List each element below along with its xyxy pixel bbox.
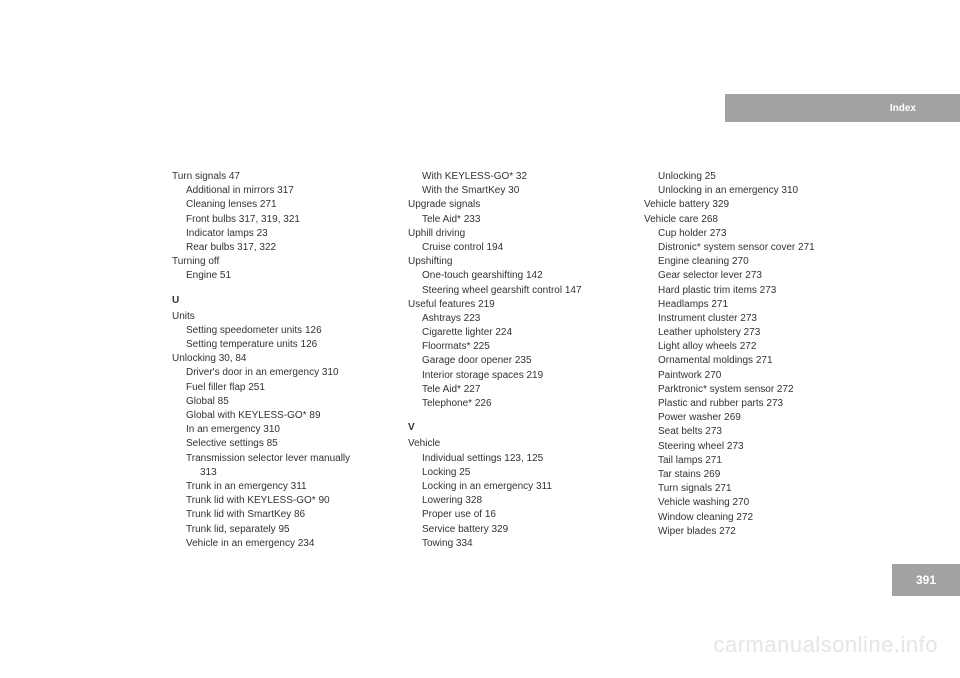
index-entry: Window cleaning 272	[644, 511, 844, 525]
index-entry: Vehicle washing 270	[644, 496, 844, 510]
index-entry: 313	[172, 466, 372, 480]
index-columns: Turn signals 47Additional in mirrors 317…	[172, 170, 844, 551]
index-entry: Telephone* 226	[408, 397, 608, 411]
index-entry: Cleaning lenses 271	[172, 198, 372, 212]
index-entry: Gear selector lever 273	[644, 269, 844, 283]
index-entry: Trunk in an emergency 311	[172, 480, 372, 494]
index-entry: Individual settings 123, 125	[408, 452, 608, 466]
index-entry: Cruise control 194	[408, 241, 608, 255]
index-entry: Unlocking in an emergency 310	[644, 184, 844, 198]
index-entry: Trunk lid with SmartKey 86	[172, 508, 372, 522]
index-entry: Proper use of 16	[408, 508, 608, 522]
index-entry: Leather upholstery 273	[644, 326, 844, 340]
index-entry: Garage door opener 235	[408, 354, 608, 368]
index-entry: Selective settings 85	[172, 437, 372, 451]
index-entry: Light alloy wheels 272	[644, 340, 844, 354]
index-entry: Tele Aid* 233	[408, 213, 608, 227]
index-entry: Paintwork 270	[644, 369, 844, 383]
index-entry: Tail lamps 271	[644, 454, 844, 468]
watermark: carmanualsonline.info	[713, 632, 938, 658]
index-entry: Indicator lamps 23	[172, 227, 372, 241]
index-entry: Setting speedometer units 126	[172, 324, 372, 338]
index-entry: Additional in mirrors 317	[172, 184, 372, 198]
index-entry: Vehicle in an emergency 234	[172, 537, 372, 551]
index-entry: Upgrade signals	[408, 198, 608, 212]
index-entry: Rear bulbs 317, 322	[172, 241, 372, 255]
index-entry: Interior storage spaces 219	[408, 369, 608, 383]
index-entry: Lowering 328	[408, 494, 608, 508]
index-entry: With KEYLESS-GO* 32	[408, 170, 608, 184]
index-entry: Tar stains 269	[644, 468, 844, 482]
index-entry: Tele Aid* 227	[408, 383, 608, 397]
index-entry: Power washer 269	[644, 411, 844, 425]
index-entry: Global 85	[172, 395, 372, 409]
index-entry: Headlamps 271	[644, 298, 844, 312]
index-entry: Upshifting	[408, 255, 608, 269]
index-entry: Vehicle	[408, 437, 608, 451]
index-entry: Wiper blades 272	[644, 525, 844, 539]
index-letter: V	[408, 421, 608, 435]
page-number-box: 391	[892, 564, 960, 596]
index-entry: Seat belts 273	[644, 425, 844, 439]
index-entry: Turning off	[172, 255, 372, 269]
index-entry: Trunk lid, separately 95	[172, 523, 372, 537]
index-entry: Driver's door in an emergency 310	[172, 366, 372, 380]
index-entry: With the SmartKey 30	[408, 184, 608, 198]
index-entry: Trunk lid with KEYLESS-GO* 90	[172, 494, 372, 508]
index-entry: Uphill driving	[408, 227, 608, 241]
index-entry: Engine cleaning 270	[644, 255, 844, 269]
index-header-band: Index	[725, 94, 960, 122]
index-letter: U	[172, 294, 372, 308]
index-entry: Ornamental moldings 271	[644, 354, 844, 368]
index-entry: Steering wheel 273	[644, 440, 844, 454]
index-entry: Parktronic* system sensor 272	[644, 383, 844, 397]
index-entry: Global with KEYLESS-GO* 89	[172, 409, 372, 423]
index-entry: Ashtrays 223	[408, 312, 608, 326]
index-entry: Useful features 219	[408, 298, 608, 312]
index-entry: Locking in an emergency 311	[408, 480, 608, 494]
index-entry: Cup holder 273	[644, 227, 844, 241]
index-entry: In an emergency 310	[172, 423, 372, 437]
index-entry: Vehicle battery 329	[644, 198, 844, 212]
index-entry: Hard plastic trim items 273	[644, 284, 844, 298]
index-entry: Transmission selector lever manually	[172, 452, 372, 466]
index-column-3: Unlocking 25Unlocking in an emergency 31…	[644, 170, 844, 551]
index-column-2: With KEYLESS-GO* 32With the SmartKey 30U…	[408, 170, 608, 551]
index-entry: Unlocking 30, 84	[172, 352, 372, 366]
index-entry: Plastic and rubber parts 273	[644, 397, 844, 411]
index-entry: Instrument cluster 273	[644, 312, 844, 326]
page-number: 391	[916, 573, 936, 587]
index-entry: Steering wheel gearshift control 147	[408, 284, 608, 298]
index-entry: Towing 334	[408, 537, 608, 551]
index-entry: Turn signals 47	[172, 170, 372, 184]
index-entry: Service battery 329	[408, 523, 608, 537]
index-entry: Locking 25	[408, 466, 608, 480]
index-entry: Cigarette lighter 224	[408, 326, 608, 340]
index-entry: Engine 51	[172, 269, 372, 283]
index-entry: Floormats* 225	[408, 340, 608, 354]
index-entry: One-touch gearshifting 142	[408, 269, 608, 283]
index-entry: Unlocking 25	[644, 170, 844, 184]
index-column-1: Turn signals 47Additional in mirrors 317…	[172, 170, 372, 551]
index-entry: Setting temperature units 126	[172, 338, 372, 352]
index-entry: Distronic* system sensor cover 271	[644, 241, 844, 255]
index-entry: Units	[172, 310, 372, 324]
index-entry: Turn signals 271	[644, 482, 844, 496]
index-entry: Vehicle care 268	[644, 213, 844, 227]
index-entry: Fuel filler flap 251	[172, 381, 372, 395]
index-label: Index	[890, 103, 916, 114]
index-entry: Front bulbs 317, 319, 321	[172, 213, 372, 227]
